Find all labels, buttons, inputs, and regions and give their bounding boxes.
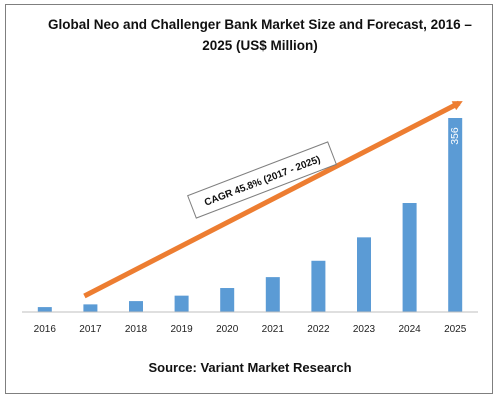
cagr-arrow: [83, 100, 463, 299]
data-label-2025: 356: [449, 127, 461, 145]
bar-2018: [129, 301, 143, 312]
x-tick-label: 2023: [353, 324, 376, 335]
x-tick-label: 2019: [170, 324, 193, 335]
x-tick-label: 2020: [216, 324, 239, 335]
x-tick-label: 2024: [398, 324, 421, 335]
x-tick-label: 2021: [262, 324, 285, 335]
bar-2023: [357, 237, 371, 312]
x-tick-label: 2016: [34, 324, 57, 335]
x-tick-label: 2018: [125, 324, 148, 335]
x-tick-label: 2017: [79, 324, 102, 335]
bar-2021: [265, 277, 280, 312]
bar-2019: [174, 295, 189, 312]
bar-2025: [448, 118, 463, 312]
source-note: Source: Variant Market Research: [148, 360, 352, 375]
bar-2024: [402, 203, 417, 312]
bar-2022: [311, 260, 326, 312]
bar-2016: [37, 307, 52, 312]
bar-2017: [83, 304, 98, 312]
cagr-box: [187, 141, 337, 219]
x-tick-label: 2025: [444, 324, 467, 335]
chart-title: Global Neo and Challenger Bank Market Si…: [48, 17, 472, 53]
x-tick-label: 2022: [307, 324, 330, 335]
bar-2020: [220, 288, 235, 312]
chart-frame: [5, 4, 493, 394]
